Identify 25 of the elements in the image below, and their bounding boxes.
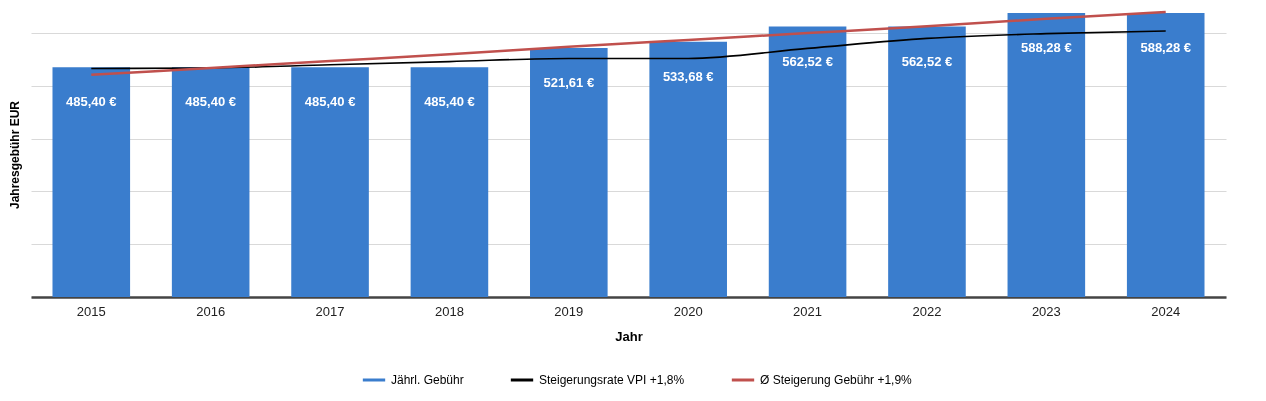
data-label: 485,40 € bbox=[304, 94, 356, 110]
data-label: 485,40 € bbox=[424, 94, 475, 110]
x-tick-label: 2020 bbox=[673, 303, 703, 319]
legend-label: Jährl. Gebühr bbox=[391, 373, 464, 387]
x-tick-label: 2018 bbox=[434, 303, 464, 319]
x-tick-label: 2019 bbox=[554, 303, 584, 319]
data-label: 588,28 € bbox=[1021, 39, 1072, 55]
data-label: 521,61 € bbox=[543, 75, 595, 91]
x-tick-label: 2016 bbox=[196, 303, 226, 319]
data-label: 485,40 € bbox=[185, 94, 236, 110]
x-tick-label: 2024 bbox=[1151, 303, 1181, 319]
legend-label: Steigerungsrate VPI +1,8% bbox=[539, 373, 685, 387]
x-tick-label: 2017 bbox=[315, 303, 345, 319]
x-tick-label: 2015 bbox=[76, 303, 106, 319]
x-tick-label: 2021 bbox=[793, 303, 823, 319]
x-tick-label: 2023 bbox=[1031, 303, 1061, 319]
y-axis-title: Jahresgebühr EUR bbox=[7, 100, 22, 210]
x-axis-title: Jahr bbox=[615, 328, 643, 344]
data-label: 562,52 € bbox=[901, 53, 953, 69]
data-label: 485,40 € bbox=[65, 94, 117, 110]
data-label: 588,28 € bbox=[1140, 39, 1192, 55]
data-label: 562,52 € bbox=[782, 53, 833, 69]
legend-label: Ø Steigerung Gebühr +1,9% bbox=[760, 373, 913, 387]
data-label: 533,68 € bbox=[662, 68, 714, 84]
x-tick-label: 2022 bbox=[912, 303, 942, 319]
